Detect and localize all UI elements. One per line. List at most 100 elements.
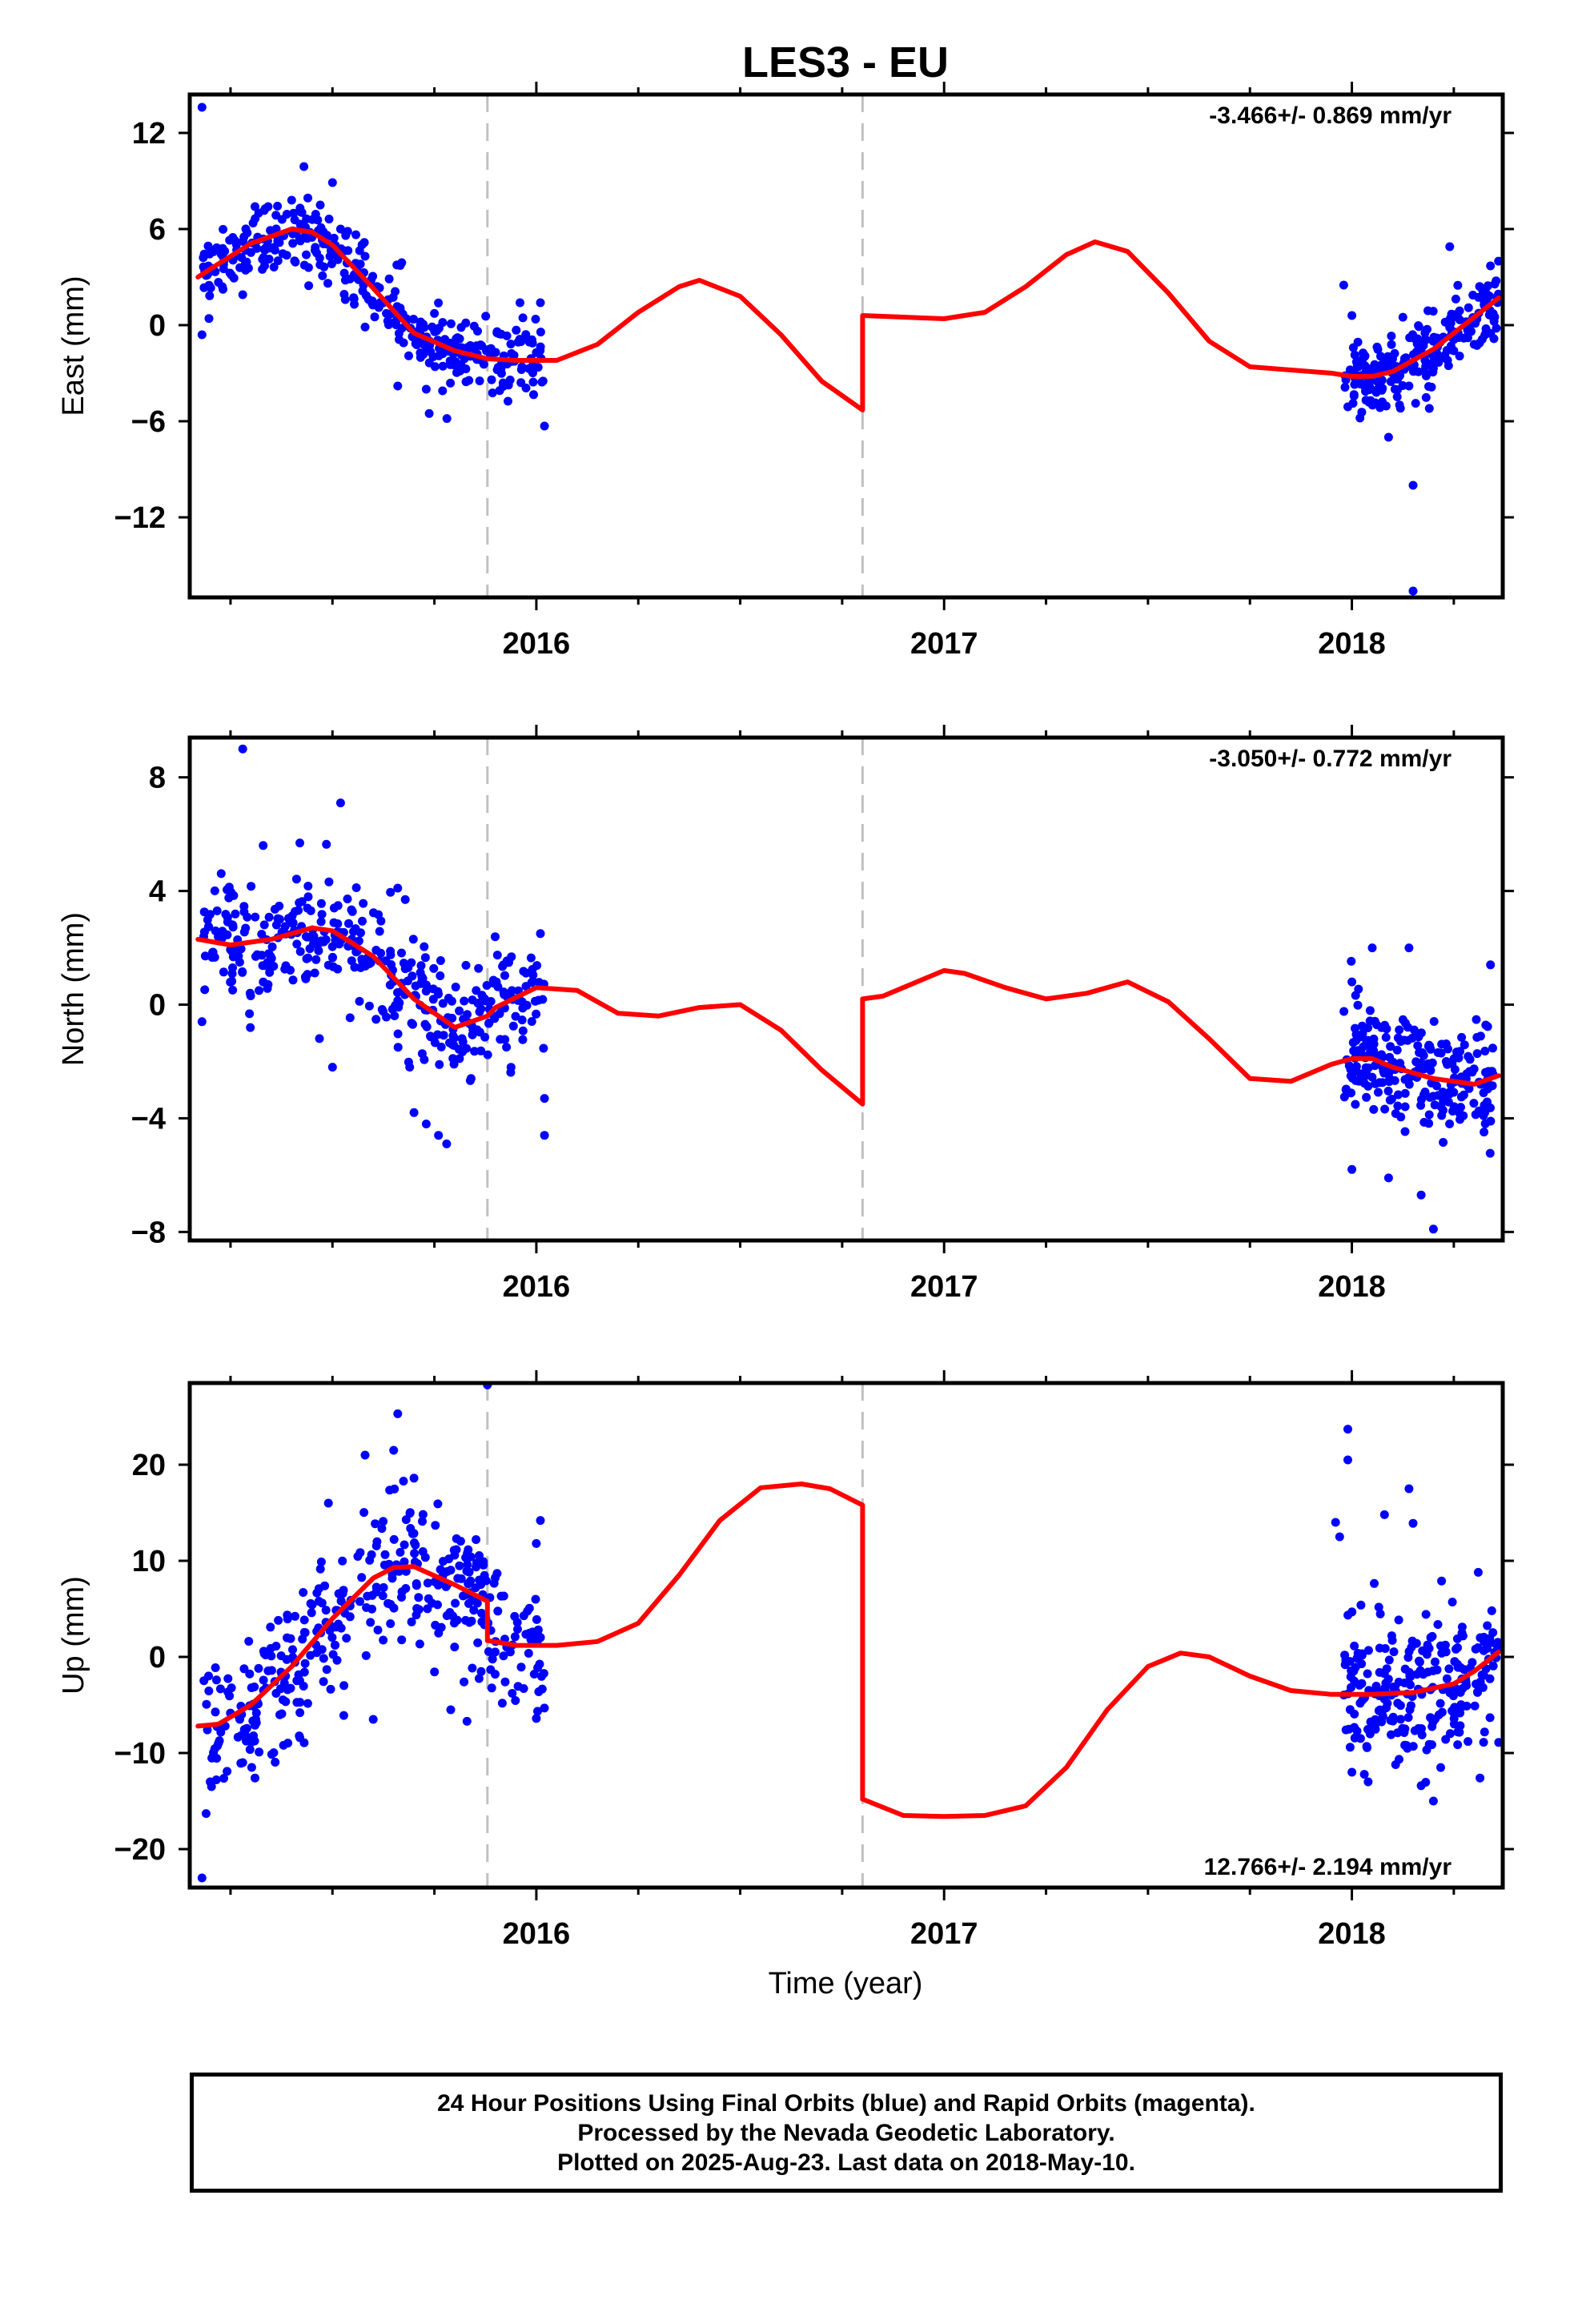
north-data-point bbox=[420, 1019, 430, 1029]
north-data-point bbox=[275, 901, 284, 911]
up-data-point bbox=[414, 1605, 424, 1614]
up-data-point bbox=[1331, 1518, 1340, 1527]
up-data-point bbox=[379, 1517, 388, 1526]
east-data-point bbox=[360, 322, 370, 332]
east-data-point bbox=[1428, 307, 1438, 316]
up-data-point bbox=[247, 1763, 256, 1772]
up-data-point bbox=[405, 1508, 415, 1518]
up-data-point bbox=[464, 1598, 473, 1608]
east-data-point bbox=[1348, 343, 1358, 352]
north-data-point bbox=[376, 916, 386, 926]
up-data-point bbox=[266, 1622, 275, 1632]
up-data-point bbox=[493, 1606, 503, 1616]
north-data-point bbox=[455, 1054, 464, 1063]
north-data-point bbox=[540, 1094, 549, 1104]
up-data-point bbox=[1400, 1740, 1410, 1750]
up-data-point bbox=[532, 1714, 541, 1723]
north-data-point bbox=[466, 1074, 476, 1084]
east-data-point bbox=[531, 315, 540, 324]
up-data-point bbox=[1488, 1628, 1498, 1638]
up-data-point bbox=[1470, 1701, 1480, 1711]
up-data-point bbox=[1437, 1707, 1447, 1717]
north-data-point bbox=[1339, 1007, 1349, 1016]
up-data-point bbox=[366, 1618, 375, 1627]
east-data-point bbox=[509, 351, 519, 360]
east-data-point bbox=[269, 243, 279, 252]
north-data-point bbox=[219, 967, 228, 977]
north-data-point bbox=[1450, 1065, 1460, 1074]
north-data-point bbox=[1480, 1047, 1490, 1055]
east-data-point bbox=[359, 238, 369, 247]
up-data-point bbox=[359, 1508, 369, 1518]
north-data-point bbox=[259, 841, 268, 850]
footer-line-1: 24 Hour Positions Using Final Orbits (bl… bbox=[437, 2089, 1255, 2117]
up-data-point bbox=[535, 1659, 544, 1669]
east-data-point bbox=[440, 335, 450, 344]
up-data-point bbox=[428, 1598, 437, 1608]
up-data-point bbox=[1403, 1653, 1413, 1663]
up-data-point bbox=[328, 1650, 338, 1659]
east-data-point bbox=[528, 367, 537, 376]
east-data-point bbox=[1370, 360, 1379, 369]
north-data-point bbox=[347, 956, 356, 966]
up-data-point bbox=[204, 1687, 214, 1695]
up-data-point bbox=[342, 1634, 351, 1643]
east-data-point bbox=[324, 215, 334, 223]
up-data-point bbox=[360, 1450, 370, 1460]
east-data-point bbox=[438, 361, 448, 371]
up-data-point bbox=[519, 1611, 528, 1621]
north-data-point bbox=[1400, 1127, 1410, 1136]
east-data-point bbox=[1371, 398, 1380, 408]
east-data-point bbox=[1398, 312, 1407, 322]
north-data-point bbox=[1365, 1016, 1375, 1026]
north-data-point bbox=[371, 946, 381, 955]
north-data-point bbox=[1437, 1111, 1447, 1120]
up-data-point bbox=[1374, 1602, 1383, 1612]
east-y-axis-label: East (mm) bbox=[57, 275, 90, 416]
up-data-point bbox=[409, 1529, 419, 1538]
up-data-point bbox=[212, 1754, 222, 1763]
up-data-point bbox=[472, 1558, 481, 1568]
north-data-point bbox=[1387, 1095, 1396, 1104]
east-data-point bbox=[395, 335, 404, 344]
east-data-point bbox=[197, 330, 207, 340]
north-data-point bbox=[1426, 1066, 1435, 1076]
up-data-point bbox=[357, 1573, 367, 1582]
east-data-point bbox=[464, 376, 474, 385]
north-data-point bbox=[335, 939, 344, 949]
up-data-point bbox=[303, 1699, 312, 1708]
north-data-point bbox=[507, 986, 516, 995]
north-data-point bbox=[1358, 1029, 1367, 1039]
east-data-point bbox=[430, 362, 440, 372]
east-data-point bbox=[1377, 376, 1387, 385]
up-data-point bbox=[283, 1633, 291, 1642]
north-data-point bbox=[1460, 1040, 1469, 1050]
north-data-point bbox=[491, 932, 500, 942]
east-data-point bbox=[516, 298, 524, 308]
north-data-point bbox=[517, 1015, 527, 1025]
east-data-point bbox=[475, 376, 484, 386]
up-data-point bbox=[446, 1566, 456, 1575]
north-data-point bbox=[227, 976, 237, 986]
north-data-point bbox=[238, 744, 247, 754]
up-data-point bbox=[372, 1537, 382, 1546]
up-data-point bbox=[355, 1548, 365, 1558]
north-data-point bbox=[397, 948, 406, 958]
up-data-point bbox=[1453, 1740, 1463, 1750]
up-data-point bbox=[1347, 1767, 1357, 1777]
up-data-point bbox=[1449, 1719, 1459, 1729]
north-data-point bbox=[343, 895, 352, 903]
up-rate-label: 12.766+/- 2.194 mm/yr bbox=[1204, 1854, 1452, 1880]
up-data-point bbox=[464, 1567, 474, 1577]
east-data-point bbox=[287, 195, 296, 205]
north-data-point bbox=[239, 927, 249, 937]
north-data-point bbox=[212, 906, 222, 915]
up-data-point bbox=[1363, 1646, 1373, 1655]
east-data-point bbox=[240, 259, 250, 269]
east-data-point bbox=[536, 328, 545, 337]
up-data-point bbox=[533, 1707, 542, 1716]
north-data-point bbox=[281, 961, 291, 971]
north-data-point bbox=[476, 1046, 486, 1055]
north-data-point bbox=[1433, 1091, 1443, 1100]
up-data-point bbox=[418, 1510, 428, 1519]
